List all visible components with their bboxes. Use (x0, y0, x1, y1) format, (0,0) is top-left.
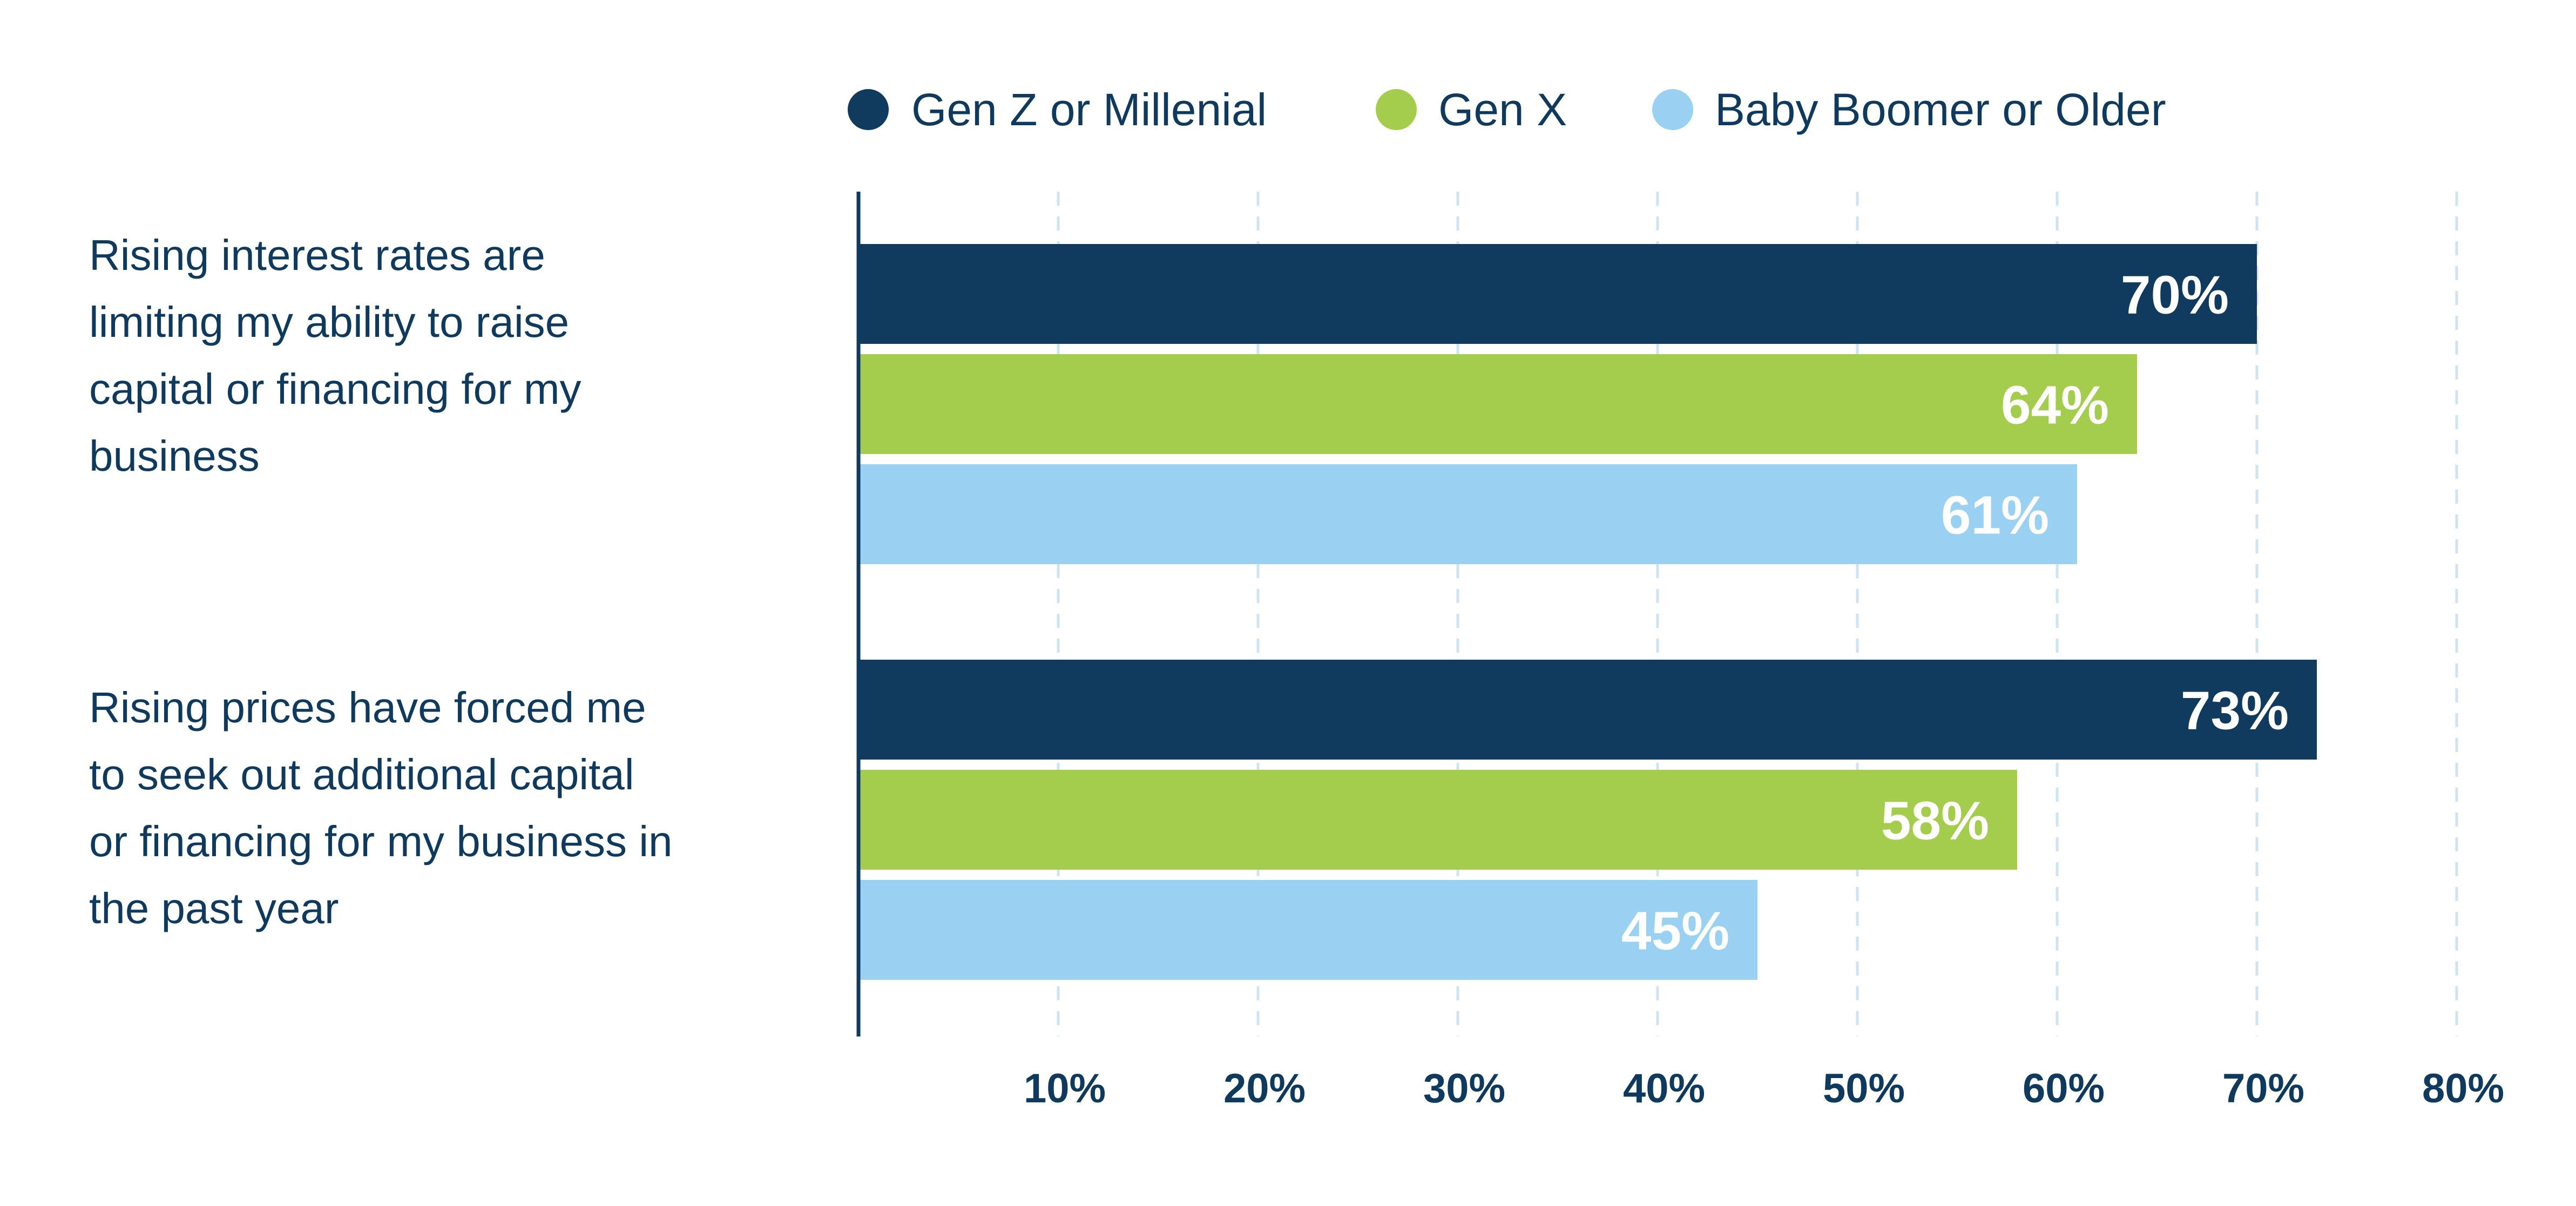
legend-label: Gen X (1438, 84, 1567, 135)
bar-value-label: 61% (1941, 485, 2049, 546)
x-tick-label: 40% (1623, 1066, 1705, 1112)
bar-value-label: 73% (2181, 681, 2289, 741)
category-label-1: Rising interest rates are limiting my abi… (89, 231, 582, 480)
bar-value-label: 45% (1621, 901, 1729, 961)
legend-swatch (1652, 89, 1693, 130)
bar-value-label: 58% (1881, 791, 1989, 851)
category-label-2: Rising prices have forced me to seek out … (89, 683, 673, 932)
bar-baby-boomer-or-older-2 (858, 880, 1757, 980)
category-labels: Rising interest rates are limiting my abi… (89, 231, 673, 932)
x-tick-label: 70% (2222, 1066, 2304, 1112)
x-tick-label: 20% (1223, 1066, 1306, 1112)
bar-gen-z-or-millenial-1 (858, 244, 2257, 344)
bar-value-label: 70% (2121, 265, 2229, 326)
x-tick-label: 80% (2422, 1066, 2504, 1112)
legend-item-gen-z-or-millenial: Gen Z or Millenial (848, 84, 1267, 135)
x-tick-label: 10% (1024, 1066, 1106, 1112)
x-tick-label: 30% (1423, 1066, 1505, 1112)
legend-label: Baby Boomer or Older (1715, 84, 2166, 135)
bar-value-label: 64% (2001, 375, 2109, 436)
bar-gen-x-2 (858, 770, 2017, 870)
legend: Gen Z or Millenial Gen X Baby Boomer or Ol… (848, 84, 2166, 135)
legend-label: Gen Z or Millenial (911, 84, 1267, 135)
value-labels: 70%64% 61% 73% 58% 45% (1621, 265, 2289, 961)
legend-swatch (1376, 89, 1417, 130)
bar-gen-z-or-millenial-2 (858, 660, 2317, 760)
x-tick-label: 60% (2023, 1066, 2105, 1112)
legend-item-gen-x: Gen X (1376, 84, 1567, 135)
legend-swatch (848, 89, 889, 130)
x-axis-tick-labels: 10% 20% 30% 40% 50% 60% 70% 80% (1024, 1066, 2504, 1112)
x-tick-label: 50% (1823, 1066, 1905, 1112)
bar-baby-boomer-or-older-1 (858, 464, 2077, 564)
bar-gen-x-1 (858, 354, 2137, 454)
legend-item-baby-boomer-or-older: Baby Boomer or Older (1652, 84, 2166, 135)
bars (858, 244, 2317, 980)
